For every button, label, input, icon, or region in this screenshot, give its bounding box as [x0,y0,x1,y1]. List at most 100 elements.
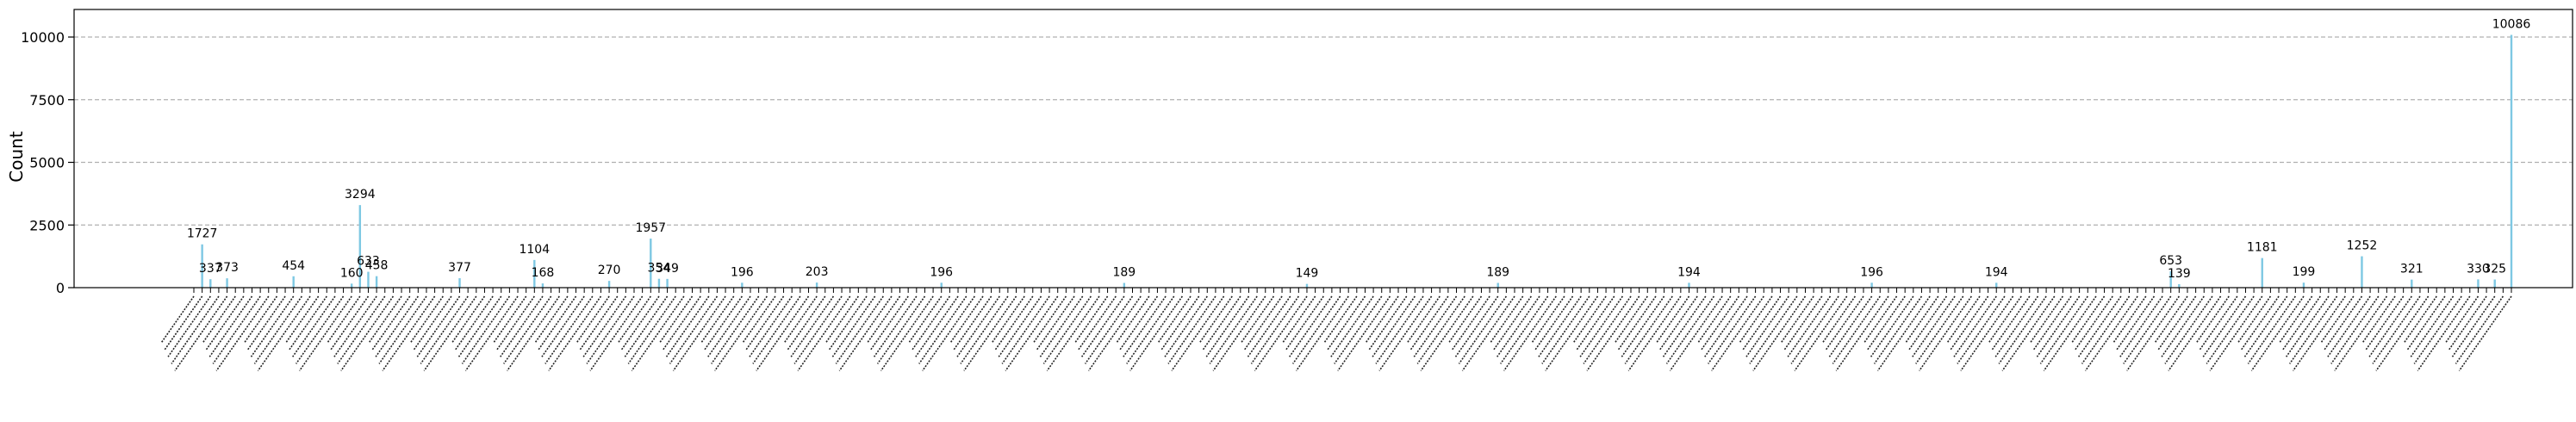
x-tick-label [576,295,610,344]
bar-value-label: 196 [1860,265,1883,279]
x-tick-label [416,295,461,357]
x-tick-label [1794,295,1848,371]
y-tick-label: 5000 [29,155,65,171]
x-tick-label [2154,295,2188,344]
bar-value-label: 139 [2168,267,2191,281]
x-tick-label [1330,295,1374,357]
x-tick-label [285,295,320,344]
x-tick-label [2330,295,2380,364]
x-tick-label [544,295,594,364]
x-tick-label [2368,295,2412,357]
x-tick-label [1708,295,1757,364]
x-tick-label [1586,295,1640,371]
bar [201,244,203,288]
x-tick-label [991,295,1025,344]
x-tick-label [949,295,984,344]
x-tick-label [624,295,669,357]
x-tick-label [2451,295,2496,357]
x-tick-label [1832,295,1881,364]
bar [1305,283,1309,288]
x-tick-label [2116,295,2156,351]
x-tick-label [1171,295,1225,371]
x-tick-label [2075,295,2113,351]
bar-value-label: 349 [656,262,679,276]
x-tick-label [2444,295,2480,344]
bar-value-label: 199 [2293,265,2316,279]
x-tick-label [1658,295,1698,351]
x-tick-label [707,295,751,357]
x-tick-label [1697,295,1732,344]
x-tick-label [253,295,302,364]
x-tick-label [1991,295,2031,351]
bar-value-label: 10086 [2492,18,2531,32]
x-tick-label [1915,295,1964,364]
bar [1995,282,1998,288]
bar-value-label: 3294 [345,188,376,202]
x-tick-label [1406,295,1440,344]
bar-value-label: 325 [2483,263,2506,276]
x-tick-label [2164,295,2213,364]
x-tick-label [368,295,402,344]
x-tick-label [1994,295,2039,357]
x-tick-label [994,295,1034,351]
bar [226,278,228,288]
x-tick-label [160,295,195,344]
x-tick-label [296,295,345,364]
x-tick-label [2243,295,2288,357]
x-tick-label [2043,295,2097,371]
x-tick-label [205,295,245,351]
bar [657,278,661,288]
bar-value-label: 1104 [519,243,550,257]
x-tick-label [1032,295,1067,344]
bar [358,205,362,288]
x-tick-label [1870,295,1914,357]
bar-value-label: 189 [1112,266,1136,280]
x-tick-label [1576,295,1615,351]
x-tick-label [1614,295,1648,344]
x-tick-label [787,295,826,351]
x-tick-label [1167,295,1216,364]
x-tick-label [2071,295,2106,344]
bar [1870,282,1873,288]
x-tick-label [627,295,676,364]
x-tick-label [2406,295,2446,351]
x-tick-label [1123,295,1167,357]
x-tick-label [2282,295,2321,351]
bar-value-label: 454 [282,259,305,273]
x-tick-label [1873,295,1923,364]
x-tick-label [375,295,419,357]
x-tick-label [1953,295,1997,357]
bar [2510,34,2513,289]
x-tick-label [257,295,311,371]
x-tick-label [998,295,1042,357]
x-tick-label [1960,295,2014,371]
x-tick-label [534,295,569,344]
x-tick-label [409,295,444,344]
x-tick-label [1866,295,1906,351]
x-tick-label [1988,295,2022,344]
x-tick-label [1742,295,1782,351]
bar [2493,279,2496,288]
x-tick-label [1617,295,1657,351]
x-tick-label [1957,295,2006,364]
bar [2411,279,2413,288]
x-tick-label [1669,295,1723,371]
bar [2361,256,2363,288]
bar-value-label: 196 [731,265,754,279]
x-tick-label [1250,295,1299,364]
x-tick-label [1116,295,1150,344]
x-tick-label [1701,295,1739,351]
x-tick-label [2455,295,2504,364]
bar [350,283,353,288]
x-tick-label [541,295,585,357]
x-tick-label [1711,295,1764,371]
x-tick-label [1780,295,1814,344]
y-tick-label: 2500 [29,217,65,233]
x-tick-label [2279,295,2313,344]
x-tick-label [749,295,793,357]
x-tick-label [658,295,694,344]
x-tick-label [493,295,527,344]
x-tick-label [662,295,701,351]
bar [1123,282,1126,288]
x-tick-label [956,295,1000,357]
